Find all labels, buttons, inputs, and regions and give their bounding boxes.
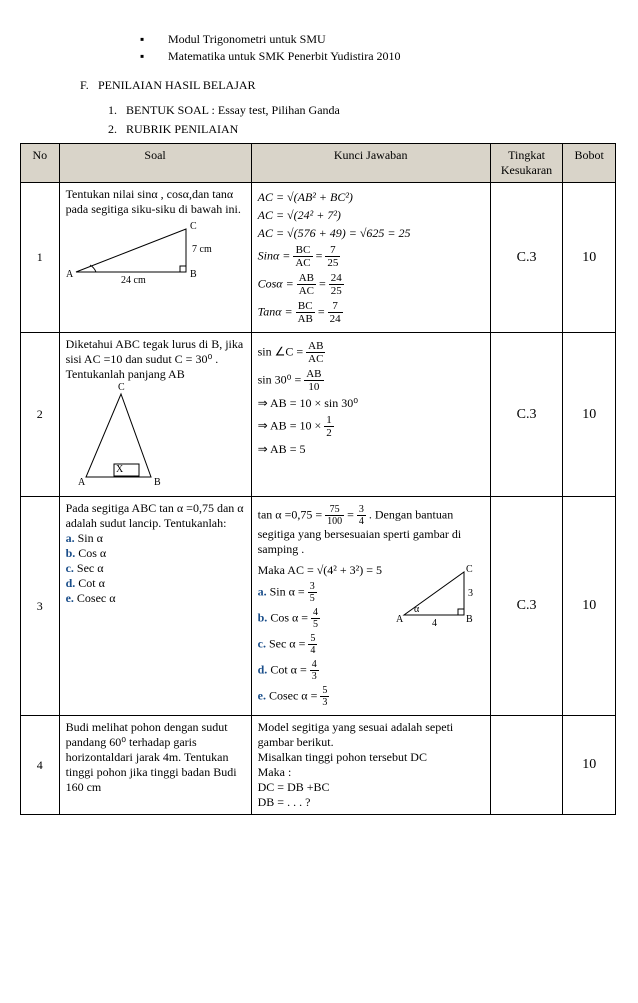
row2-bobot: 10 [563,333,616,497]
svg-text:α: α [414,604,420,615]
svg-text:A: A [66,269,74,280]
svg-text:B: B [466,614,473,625]
table-row: 1 Tentukan nilai sinα , cosα,dan tanα pa… [21,183,616,333]
svg-text:7 cm: 7 cm [192,244,212,255]
row4-no: 4 [21,716,60,815]
svg-text:24 cm: 24 cm [121,275,146,286]
svg-text:A: A [78,477,86,488]
row4-bobot: 10 [563,716,616,815]
svg-text:C: C [118,382,125,393]
svg-text:4: 4 [432,618,437,629]
section-f: F.PENILAIAN HASIL BELAJAR [80,78,618,93]
row1-bobot: 10 [563,183,616,333]
row1-kunci: AC = √(AB² + BC²) AC = √(24² + 7²) AC = … [251,183,490,333]
col-kunci: Kunci Jawaban [251,144,490,183]
triangle-3-icon: A B C 3 4 α [394,560,484,630]
row4-soal: Budi melihat pohon dengan sudut pandang … [59,716,251,815]
bullet-2: Matematika untuk SMK Penerbit Yudistira … [168,49,401,63]
row1-tingkat: C.3 [490,183,563,333]
row1-no: 1 [21,183,60,333]
row3-soal-text: Pada segitiga ABC tan α =0,75 dan α adal… [66,501,245,531]
row2-kunci: sin ∠C = ABAC sin 30⁰ = AB10 ⇒ AB = 10 ×… [251,333,490,497]
col-tingkat: Tingkat Kesukaran [490,144,563,183]
row2-tingkat: C.3 [490,333,563,497]
row3-soal: Pada segitiga ABC tan α =0,75 dan α adal… [59,497,251,716]
row3-bobot: 10 [563,497,616,716]
col-no: No [21,144,60,183]
triangle-2-icon: A B C X [66,382,186,492]
section-f-title: PENILAIAN HASIL BELAJAR [98,78,256,92]
svg-text:3: 3 [468,588,473,599]
row4-soal-text: Budi melihat pohon dengan sudut pandang … [66,720,245,795]
row4-tingkat [490,716,563,815]
row3-no: 3 [21,497,60,716]
row3-kunci: tan α =0,75 = 75100 = 34 . Dengan bantua… [251,497,490,716]
svg-text:C: C [466,564,473,575]
col-soal: Soal [59,144,251,183]
section-f2-text: RUBRIK PENILAIAN [126,122,238,136]
section-f1-text: BENTUK SOAL : Essay test, Pilihan Ganda [126,103,340,117]
row3-tingkat: C.3 [490,497,563,716]
svg-text:B: B [154,477,161,488]
svg-text:C: C [190,221,197,232]
row4-kunci: Model segitiga yang sesuai adalah sepeti… [251,716,490,815]
triangle-1-icon: A B C 24 cm 7 cm [66,217,221,287]
section-f1: 1.BENTUK SOAL : Essay test, Pilihan Gand… [108,103,618,118]
table-row: 2 Diketahui ABC tegak lurus di B, jika s… [21,333,616,497]
svg-text:X: X [116,464,124,475]
section-f2: 2.RUBRIK PENILAIAN [108,122,618,137]
row1-soal: Tentukan nilai sinα , cosα,dan tanα pada… [59,183,251,333]
bullet-1: Modul Trigonometri untuk SMU [168,32,326,46]
rubric-table: No Soal Kunci Jawaban Tingkat Kesukaran … [20,143,616,815]
row1-soal-text: Tentukan nilai sinα , cosα,dan tanα pada… [66,187,245,217]
row2-soal: Diketahui ABC tegak lurus di B, jika sis… [59,333,251,497]
table-row: 3 Pada segitiga ABC tan α =0,75 dan α ad… [21,497,616,716]
col-bobot: Bobot [563,144,616,183]
svg-text:B: B [190,269,197,280]
table-header-row: No Soal Kunci Jawaban Tingkat Kesukaran … [21,144,616,183]
row2-soal-text: Diketahui ABC tegak lurus di B, jika sis… [66,337,245,382]
reference-bullets: ▪Modul Trigonometri untuk SMU ▪Matematik… [140,32,618,64]
row2-no: 2 [21,333,60,497]
svg-text:A: A [396,614,404,625]
table-row: 4 Budi melihat pohon dengan sudut pandan… [21,716,616,815]
